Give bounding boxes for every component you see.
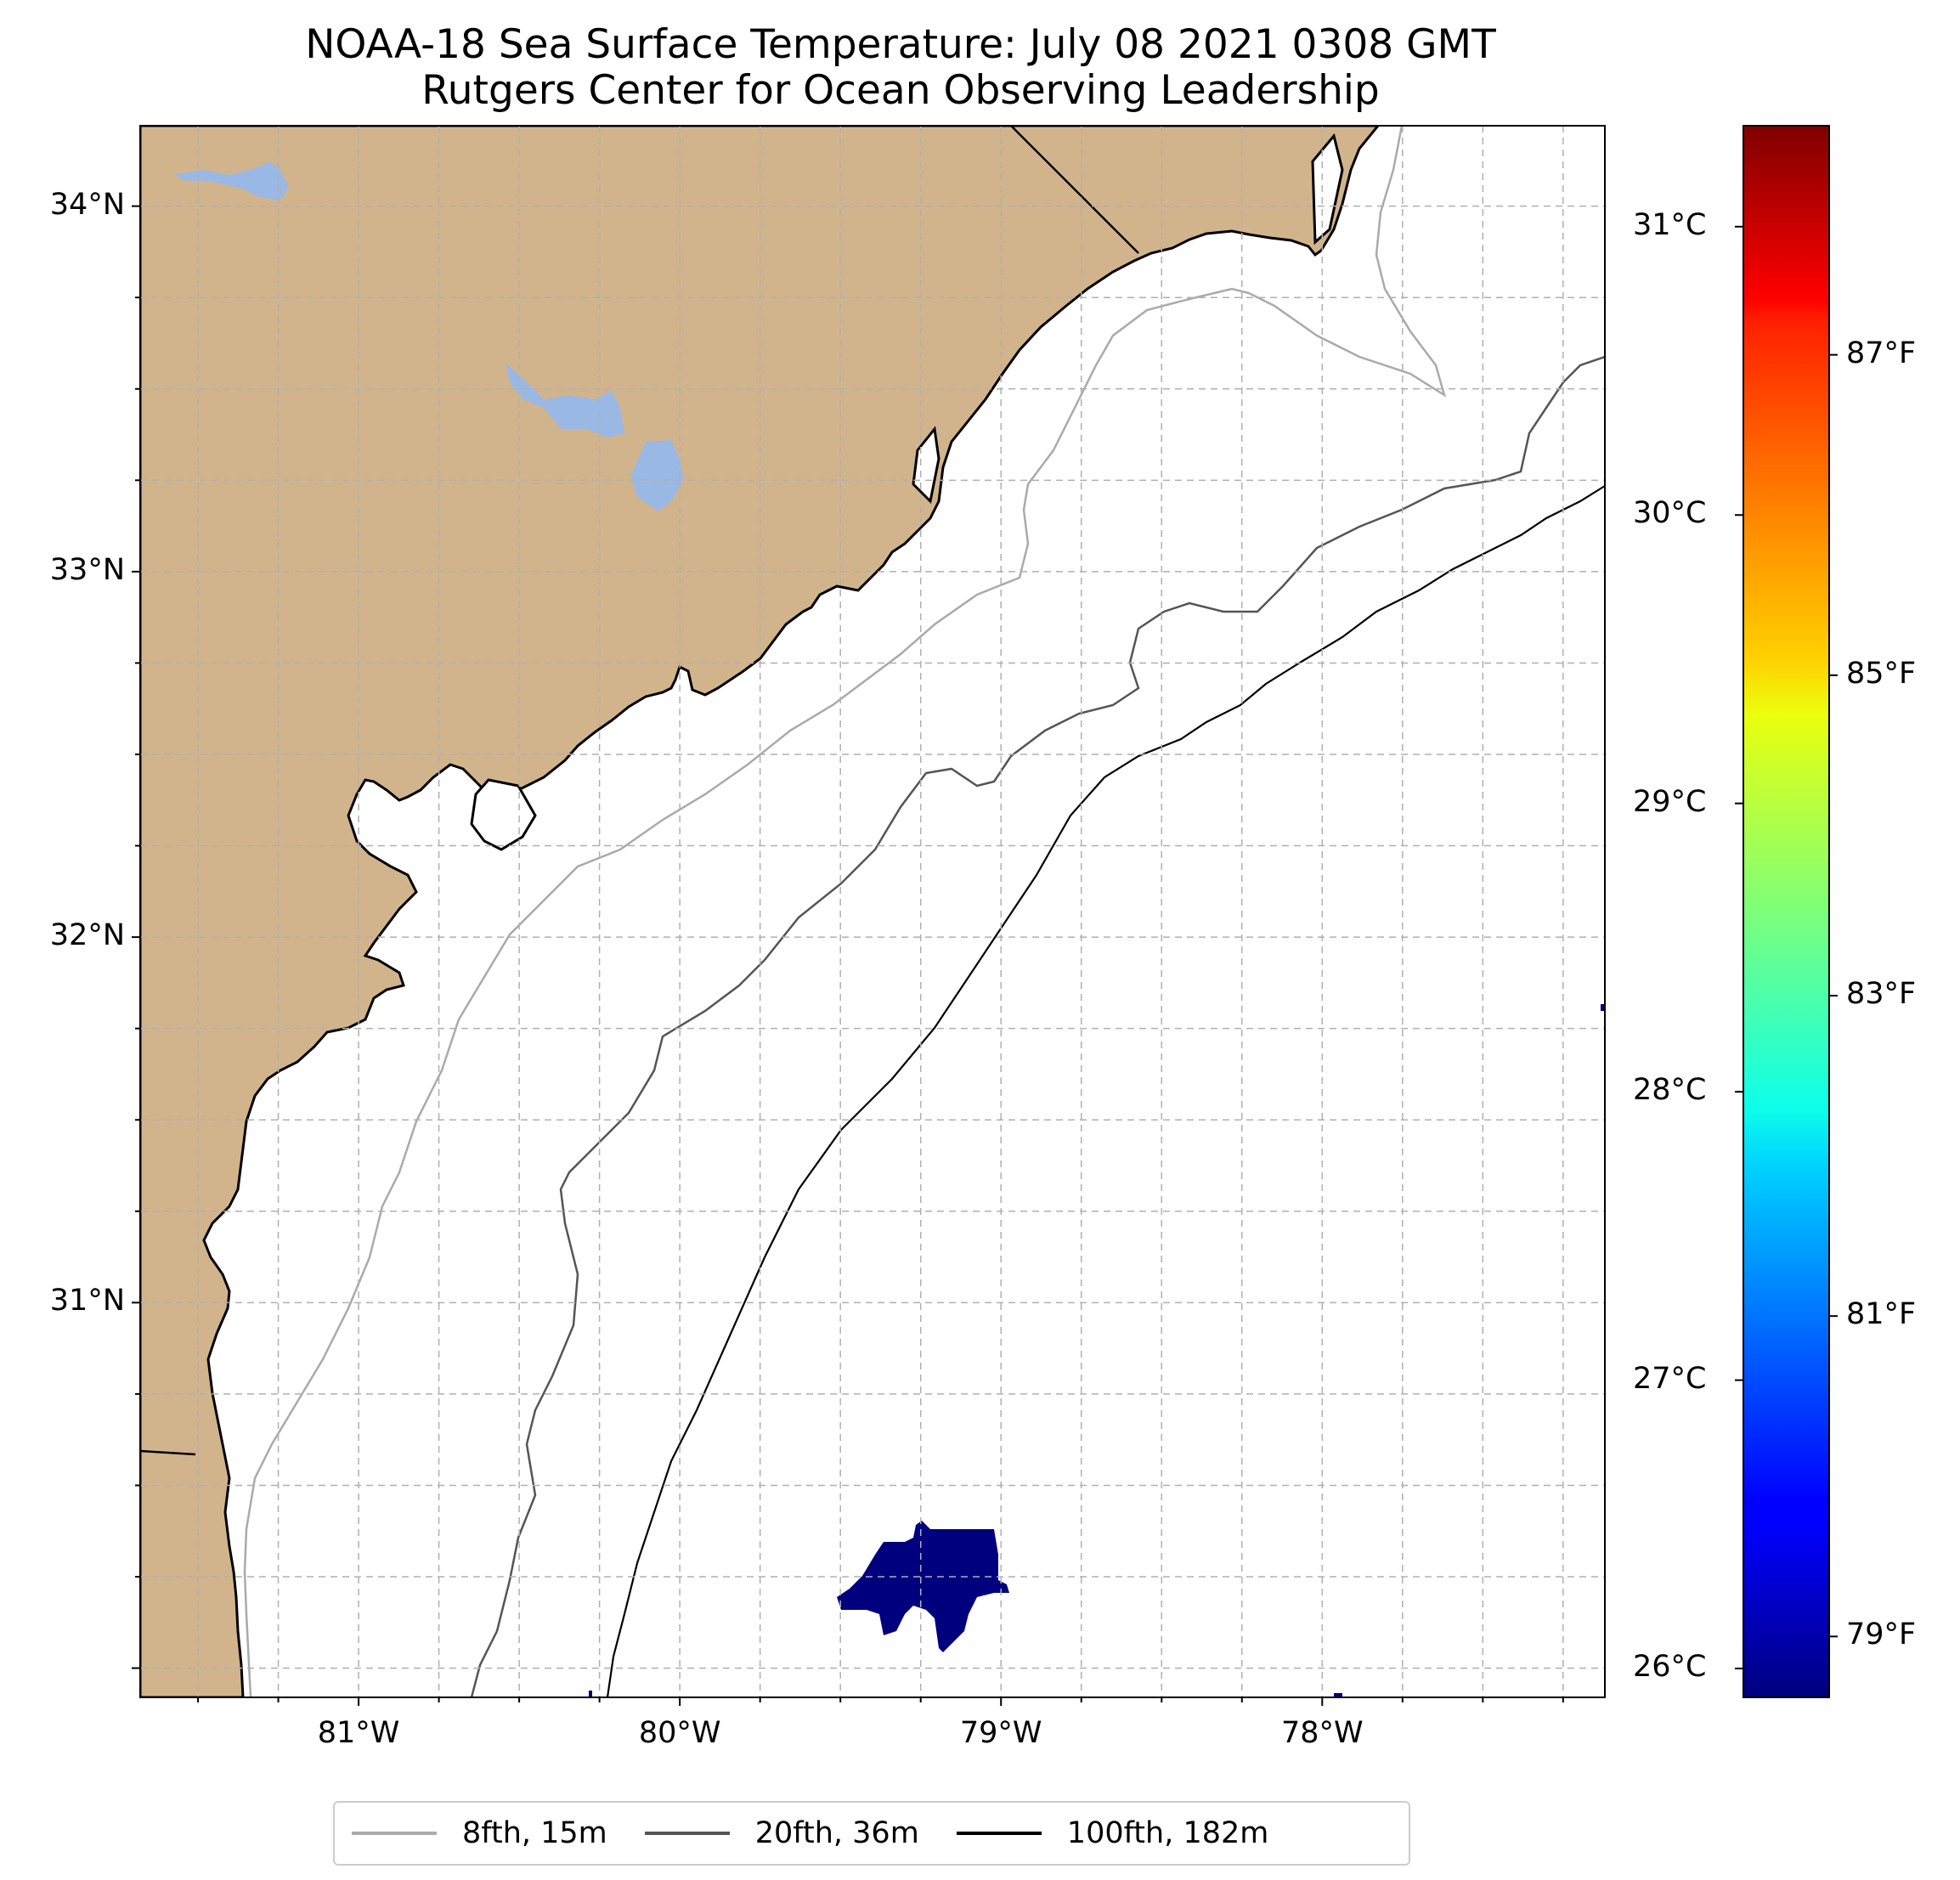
colorbar-fahrenheit-label: 87°F: [1846, 336, 1917, 370]
lon-tick-label: 80°W: [638, 1716, 721, 1750]
lon-tick-label: 79°W: [959, 1716, 1042, 1750]
colorbar-fahrenheit-label: 83°F: [1846, 977, 1917, 1011]
legend-label-20fth: 20fth, 36m: [754, 1816, 919, 1850]
lat-tick-label: 32°N: [49, 918, 125, 953]
colorbar-celsius-label: 30°C: [1633, 496, 1707, 531]
lon-tick-label: 78°W: [1280, 1716, 1364, 1750]
legend-swatch-8fth: [352, 1832, 437, 1835]
colorbar-celsius-label: 31°C: [1633, 207, 1707, 242]
lat-tick-label: 33°N: [49, 552, 125, 587]
map-frame: [139, 125, 1606, 1698]
sst-speck: [1334, 1693, 1342, 1697]
colorbar-celsius-label: 26°C: [1633, 1650, 1707, 1685]
gridlines: [140, 126, 1605, 1697]
inlet-cape-fear: [1311, 133, 1344, 246]
colorbar-celsius-label: 29°C: [1633, 784, 1707, 819]
sst-speck: [589, 1691, 592, 1697]
colorbar: [1743, 125, 1830, 1698]
legend-label-8fth: 8fth, 15m: [462, 1816, 607, 1850]
colorbar-fahrenheit-label: 85°F: [1846, 656, 1917, 691]
isobath-8fth: [243, 126, 1447, 1697]
lake-marion: [506, 363, 624, 438]
state-border: [1010, 126, 1139, 254]
lake-north: [174, 161, 289, 200]
colorbar-fahrenheit-label: 81°F: [1846, 1297, 1917, 1332]
isobath-100fth: [606, 485, 1605, 1697]
minor-ticks: [132, 205, 1564, 1706]
colorbar-celsius-label: 28°C: [1633, 1073, 1707, 1108]
colorbar-celsius-label: 27°C: [1633, 1361, 1707, 1396]
legend-swatch-20fth: [644, 1832, 730, 1835]
colorbar-ticks: [1735, 225, 1838, 1670]
legend-label-100fth: 100fth, 182m: [1066, 1816, 1269, 1850]
inlet-north: [912, 426, 940, 505]
colorbar-fahrenheit-label: 79°F: [1846, 1617, 1917, 1652]
sst-speck: [1601, 1004, 1604, 1011]
legend-item-20fth: 20fth, 36m: [644, 1816, 919, 1850]
state-border-ga: [140, 1449, 196, 1456]
map-subtitle: Rutgers Center for Ocean Observing Leade…: [421, 67, 1380, 114]
lake-moultrie: [630, 440, 684, 511]
isobath-legend: 8fth, 15m 20fth, 36m 100fth, 182m: [333, 1801, 1410, 1866]
map-title: NOAA-18 Sea Surface Temperature: July 08…: [305, 21, 1496, 68]
legend-item-100fth: 100fth, 182m: [956, 1816, 1269, 1850]
isobath-20fth: [470, 355, 1605, 1697]
legend-item-8fth: 8fth, 15m: [352, 1816, 607, 1850]
sst-patch: [837, 1521, 1009, 1652]
legend-swatch-100fth: [956, 1832, 1042, 1835]
lon-tick-label: 81°W: [317, 1716, 400, 1750]
lat-tick-label: 34°N: [49, 187, 125, 222]
lat-tick-label: 31°N: [49, 1284, 125, 1318]
